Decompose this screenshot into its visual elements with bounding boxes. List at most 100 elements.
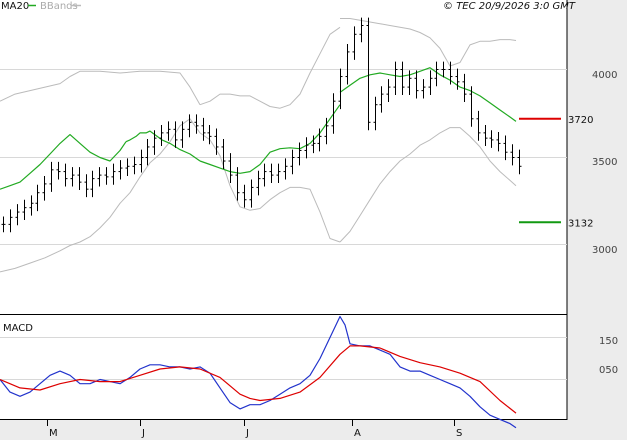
price-bar bbox=[132, 156, 137, 175]
price-bar bbox=[393, 61, 398, 96]
price-bar bbox=[476, 110, 481, 141]
price-bar bbox=[70, 167, 75, 187]
ma20-line bbox=[339, 67, 517, 122]
price-bar bbox=[15, 204, 20, 226]
price-bar bbox=[414, 70, 419, 99]
x-axis: M J J A S bbox=[47, 420, 462, 439]
price-bar bbox=[84, 174, 89, 198]
price-bar bbox=[345, 43, 350, 85]
price-bar bbox=[276, 163, 281, 184]
price-bar bbox=[42, 175, 47, 201]
price-bar bbox=[317, 128, 322, 152]
bband-line bbox=[0, 70, 201, 105]
price-bar bbox=[56, 161, 61, 180]
price-bar bbox=[311, 135, 316, 154]
price-bar bbox=[180, 121, 185, 148]
price-bar bbox=[269, 163, 274, 184]
macd-layer bbox=[0, 315, 517, 429]
ma20-line bbox=[0, 134, 127, 190]
price-bar bbox=[489, 130, 494, 148]
y-tick-label: 4000 bbox=[592, 70, 617, 81]
price-bar bbox=[434, 61, 439, 87]
bottom-axis-panel bbox=[0, 420, 627, 440]
bband-line bbox=[340, 18, 517, 67]
y-tick-label: 3500 bbox=[592, 157, 617, 168]
price-bar bbox=[152, 130, 157, 155]
price-bar bbox=[352, 26, 357, 60]
x-tick-label: M bbox=[49, 428, 58, 439]
macd-line bbox=[0, 315, 517, 429]
price-bar bbox=[517, 149, 522, 175]
price-bar bbox=[249, 179, 254, 208]
price-bar bbox=[496, 131, 501, 152]
price-bars-layer bbox=[1, 17, 522, 233]
price-bar bbox=[283, 158, 288, 180]
price-bar bbox=[118, 160, 123, 180]
price-bar bbox=[441, 61, 446, 78]
price-bar bbox=[331, 93, 336, 134]
price-bar bbox=[324, 117, 329, 145]
ma20-line bbox=[125, 130, 201, 162]
macd-y-tick-label: 050 bbox=[599, 365, 618, 376]
bband-line bbox=[0, 118, 201, 273]
price-bar bbox=[256, 170, 261, 196]
bband-line bbox=[199, 26, 341, 109]
plot-area bbox=[0, 0, 567, 420]
price-bar bbox=[77, 167, 82, 191]
price-bar bbox=[187, 114, 192, 138]
copyright-label: © TEC 20/9/2026 3:0 GMT bbox=[443, 1, 576, 12]
price-bar bbox=[448, 61, 453, 85]
price-bar bbox=[407, 70, 412, 96]
price-bar bbox=[379, 86, 384, 113]
y-tick-label: 3000 bbox=[592, 245, 617, 256]
price-bar bbox=[214, 128, 219, 155]
price-bar bbox=[421, 79, 426, 99]
x-tick-label: J bbox=[141, 428, 145, 439]
price-bar bbox=[462, 73, 467, 103]
price-bar bbox=[428, 70, 433, 96]
x-tick-label: S bbox=[456, 428, 462, 439]
price-bar bbox=[173, 121, 178, 148]
price-bar bbox=[201, 117, 206, 141]
ma20-line bbox=[199, 104, 341, 174]
price-bar bbox=[90, 170, 95, 198]
price-bar bbox=[125, 158, 130, 176]
bband-line bbox=[339, 127, 517, 243]
price-bar bbox=[22, 199, 27, 220]
price-bar bbox=[166, 121, 171, 141]
price-bar bbox=[297, 142, 302, 166]
price-bar bbox=[49, 161, 54, 192]
price-bar bbox=[235, 167, 240, 201]
right-axis-panel bbox=[567, 0, 627, 420]
price-bar bbox=[8, 209, 13, 233]
signal-line bbox=[0, 345, 517, 414]
price-bar bbox=[304, 137, 309, 159]
levels-layer: 3720 3132 bbox=[519, 115, 593, 229]
price-bar bbox=[290, 149, 295, 175]
price-bar bbox=[63, 163, 68, 187]
ma20-layer bbox=[0, 67, 517, 190]
price-bar bbox=[483, 124, 488, 147]
x-tick-label: J bbox=[245, 428, 249, 439]
legend: MA20 BBands bbox=[1, 1, 81, 12]
price-bar bbox=[139, 149, 144, 173]
price-bar bbox=[221, 139, 226, 169]
macd-y-tick-label: 150 bbox=[599, 336, 618, 347]
price-bar bbox=[359, 17, 364, 43]
bbands-layer bbox=[0, 18, 517, 273]
legend-ma20-label: MA20 bbox=[1, 1, 29, 12]
price-bar bbox=[228, 153, 233, 184]
price-bar bbox=[469, 86, 474, 127]
price-bar bbox=[503, 135, 508, 161]
price-bar bbox=[145, 139, 150, 166]
price-bar bbox=[262, 163, 267, 187]
price-bar bbox=[373, 96, 378, 131]
price-bar bbox=[194, 114, 199, 134]
x-tick-label: A bbox=[354, 428, 361, 439]
price-bar bbox=[386, 79, 391, 103]
price-bar bbox=[400, 61, 405, 96]
macd-title: MACD bbox=[3, 323, 33, 334]
price-bar bbox=[29, 195, 34, 216]
price-bar bbox=[207, 124, 212, 145]
